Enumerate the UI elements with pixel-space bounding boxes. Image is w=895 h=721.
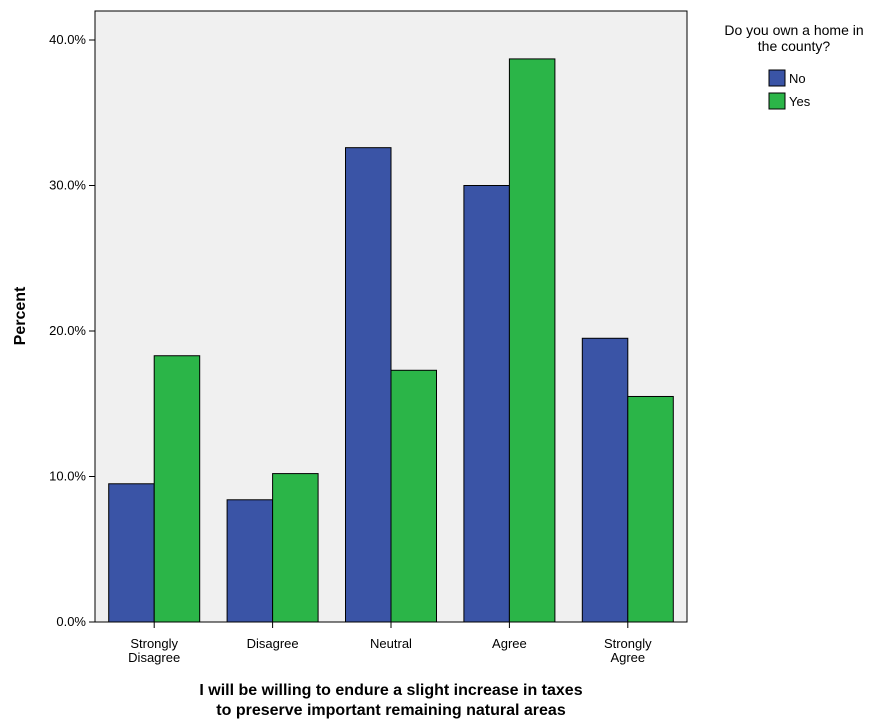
bars xyxy=(108,58,674,623)
x-tick-label: Agree xyxy=(492,636,527,651)
bar-yes-4 xyxy=(627,395,674,623)
legend-swatch-no xyxy=(768,69,786,87)
x-tick-label: Neutral xyxy=(370,636,412,651)
x-axis-label-line-1: I will be willing to endure a slight inc… xyxy=(199,682,582,699)
y-tick-label: 20.0% xyxy=(49,323,86,338)
legend-swatch-yes xyxy=(768,92,786,110)
y-axis-label: Percent xyxy=(12,286,29,345)
legend-title-line-2: the county? xyxy=(758,38,831,54)
x-tick-label: Disagree xyxy=(247,636,299,651)
y-tick-label: 30.0% xyxy=(49,178,86,193)
x-axis-label-line-2: to preserve important remaining natural … xyxy=(216,702,566,719)
x-tick-label: Strongly xyxy=(130,636,178,651)
bar-yes-0 xyxy=(153,355,201,623)
bar-no-2 xyxy=(345,147,392,623)
x-tick-label: Disagree xyxy=(128,650,180,665)
x-tick-label: Agree xyxy=(610,650,645,665)
x-tick-label: Strongly xyxy=(604,636,652,651)
axes: 0.0% 10.0% 20.0% 30.0% 40.0% xyxy=(49,32,95,629)
bar-yes-1 xyxy=(272,473,319,623)
legend-items: No Yes xyxy=(768,69,811,110)
y-tick-label: 0.0% xyxy=(56,614,86,629)
bar-yes-2 xyxy=(390,369,437,623)
y-tick-label: 40.0% xyxy=(49,32,86,47)
bar-yes-3 xyxy=(508,58,556,623)
bar-no-4 xyxy=(581,337,629,623)
legend-label-no: No xyxy=(789,71,806,86)
bar-no-0 xyxy=(108,483,155,623)
legend-title-line-1: Do you own a home in xyxy=(724,22,863,38)
y-tick-label: 10.0% xyxy=(49,469,86,484)
bar-no-1 xyxy=(226,499,274,623)
legend-label-yes: Yes xyxy=(789,94,811,109)
legend: Do you own a home in the county? No Yes xyxy=(724,22,864,110)
bar-no-3 xyxy=(463,185,510,623)
